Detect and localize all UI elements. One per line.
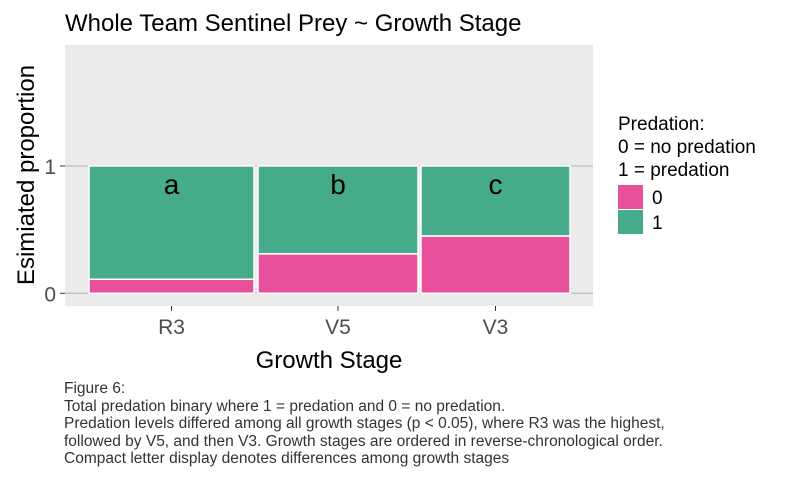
x-tick-label-V3: V3 xyxy=(483,316,509,339)
x-axis-title: Growth Stage xyxy=(256,347,403,374)
caption-line-5: Compact letter display denotes differenc… xyxy=(64,450,510,467)
caption-line-4: followed by V5, and then V3. Growth stag… xyxy=(64,432,663,450)
x-tick-labels: R3 V5 V3 xyxy=(158,306,508,339)
legend-title-line: Predation: xyxy=(618,114,705,135)
legend-label-1: 1 xyxy=(652,213,663,234)
y-axis-title: Esimiated proportion xyxy=(13,65,40,285)
legend-title-line: 1 = predation xyxy=(618,160,729,181)
bar-segment-V5-0 xyxy=(257,253,419,295)
bar-segment-V3-1 xyxy=(420,165,571,237)
caption-line-1: Figure 6: xyxy=(64,380,126,397)
bar-segment-R3-1 xyxy=(88,165,255,281)
chart-title: Whole Team Sentinel Prey ~ Growth Stage xyxy=(65,10,521,37)
bar-segment-V5-1 xyxy=(257,165,419,255)
bar-segment-V3-0 xyxy=(420,235,571,295)
legend-label-0: 0 xyxy=(652,188,663,209)
legend-key-1 xyxy=(618,210,643,234)
legend-title-line: 0 = no predation xyxy=(618,137,756,158)
caption-line-2: Total predation binary where 1 = predati… xyxy=(64,397,506,415)
bar-segment-R3-0 xyxy=(88,278,255,295)
caption-line-3: Predation levels differed among all grow… xyxy=(64,415,665,432)
letter-label-V3: c xyxy=(489,169,503,200)
y-tick-label: 0 xyxy=(44,283,56,306)
y-tick-labels: 01 xyxy=(44,156,65,306)
y-tick-label: 1 xyxy=(44,156,56,179)
letter-label-R3: a xyxy=(164,169,180,200)
x-tick-label-R3: R3 xyxy=(158,316,185,339)
letter-labels: a b c xyxy=(164,169,503,200)
bars xyxy=(88,165,571,295)
figure-caption: Figure 6: Total predation binary where 1… xyxy=(64,380,779,468)
letter-label-V5: b xyxy=(330,169,346,200)
x-tick-label-V5: V5 xyxy=(325,316,351,339)
legend-key-0 xyxy=(618,185,643,209)
